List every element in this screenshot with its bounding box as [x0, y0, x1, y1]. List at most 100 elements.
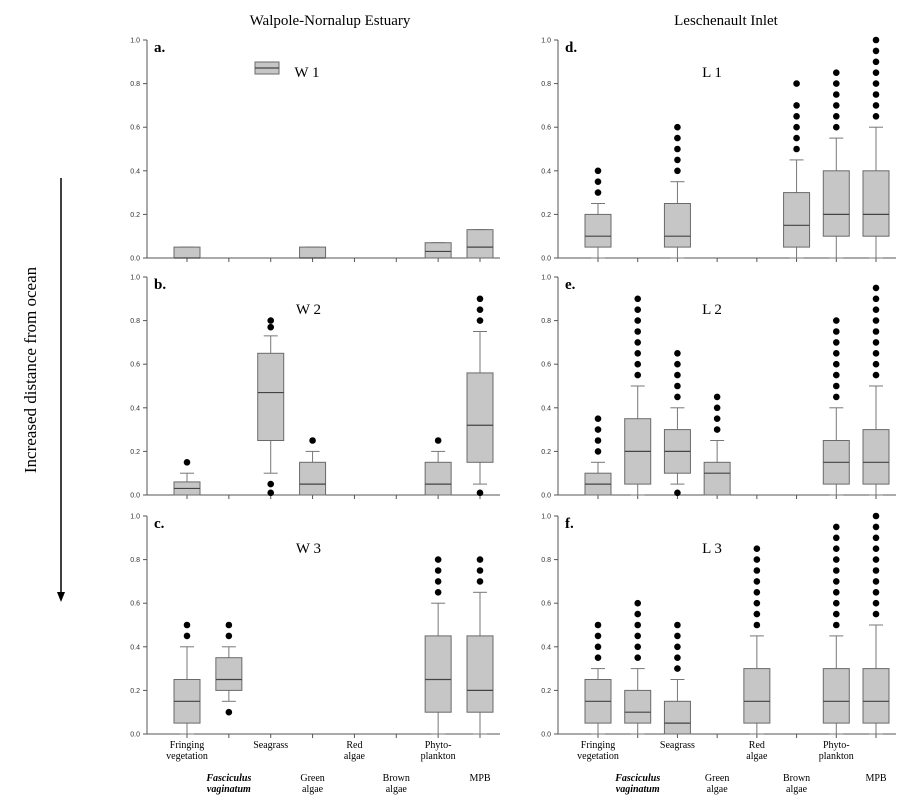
outlier-point	[832, 80, 840, 87]
outlier-point	[753, 610, 761, 618]
x-category-label: vegetation	[577, 751, 619, 762]
box-plot	[257, 317, 285, 497]
outlier-point	[872, 523, 880, 531]
panel-d: 0.0 0.2 0.4 0.6 0.8 1.0 d. L 1	[541, 36, 896, 263]
x-category-label: algae	[746, 751, 768, 762]
outlier-point	[872, 36, 880, 44]
outlier-point	[872, 91, 880, 98]
outlier-point	[267, 480, 275, 488]
outlier-point	[713, 415, 721, 423]
outlier-point	[753, 578, 761, 585]
outlier-point	[793, 102, 800, 109]
outlier-point	[634, 350, 642, 357]
x-category-label: Red	[749, 740, 765, 751]
outlier-point	[225, 708, 233, 716]
outlier-point	[634, 632, 642, 640]
outlier-point	[674, 123, 681, 131]
outlier-point	[832, 599, 840, 607]
outlier-point	[753, 621, 761, 629]
y-tick-label: 0.2	[541, 688, 551, 695]
outlier-point	[832, 393, 840, 401]
panels-group: 0.0 0.2 0.4 0.6 0.8 1.0 a. W 1 0.0 0.2 0.4 0.6 0.8 1.…	[130, 36, 896, 739]
panel-letter: c.	[154, 516, 165, 532]
outlier-point	[634, 654, 642, 661]
box-plot	[466, 556, 494, 735]
y-tick-label: 1.0	[541, 275, 551, 282]
box-iqr	[584, 213, 612, 248]
outlier-point	[872, 58, 880, 66]
outlier-point	[793, 80, 800, 87]
outlier-point	[267, 317, 275, 324]
outlier-point	[634, 317, 642, 324]
outlier-point	[832, 610, 840, 618]
outlier-point	[872, 567, 880, 574]
y-tick-label: 0.8	[541, 318, 551, 325]
panel-c: 0.0 0.2 0.4 0.6 0.8 1.0 c. W 3	[130, 514, 500, 739]
box-plot	[466, 295, 494, 497]
outlier-point	[674, 632, 681, 640]
panel-letter: f.	[565, 516, 574, 532]
x-category-label: vaginatum	[616, 784, 660, 795]
box-iqr	[299, 246, 327, 259]
outlier-point	[872, 284, 880, 292]
outlier-point	[872, 534, 880, 542]
x-category-label: Fringing	[170, 740, 204, 751]
outlier-point	[872, 589, 880, 596]
y-tick-label: 0.6	[130, 362, 140, 369]
x-category-label: Brown	[383, 773, 410, 784]
x-category-label: Phyto-	[425, 740, 452, 751]
x-category-label: Seagrass	[253, 740, 288, 751]
panel-letter: a.	[154, 40, 166, 56]
outlier-point	[832, 123, 840, 131]
outlier-point	[183, 621, 191, 629]
outlier-point	[793, 145, 800, 153]
outlier-point	[872, 317, 880, 324]
outlier-point	[594, 621, 602, 629]
outlier-point	[872, 113, 880, 120]
x-category-label: Phyto-	[823, 740, 850, 751]
y-tick-label: 0.8	[130, 318, 140, 325]
box-plot	[663, 123, 691, 259]
y-tick-label: 0.0	[130, 256, 140, 263]
box-plot	[584, 621, 612, 735]
box-iqr	[424, 635, 452, 713]
outlier-point	[634, 599, 642, 607]
y-tick-label: 1.0	[541, 38, 551, 45]
y-tick-label: 0.0	[130, 732, 140, 739]
outlier-point	[434, 437, 442, 444]
box-iqr	[862, 429, 890, 485]
outlier-point	[634, 610, 642, 618]
site-label: L 3	[702, 541, 722, 557]
outlier-point	[832, 567, 840, 574]
box-plot	[424, 437, 452, 496]
x-category-label: Fasciculus	[614, 773, 660, 784]
outlier-point	[674, 350, 681, 357]
outlier-point	[832, 102, 840, 109]
y-tick-label: 0.4	[130, 644, 140, 651]
outlier-point	[594, 415, 602, 423]
box-iqr	[424, 461, 452, 496]
y-tick-label: 0.8	[541, 81, 551, 88]
y-tick-label: 0.6	[130, 125, 140, 132]
outlier-point	[183, 632, 191, 640]
outlier-point	[594, 189, 602, 196]
box-iqr	[822, 668, 850, 724]
box-iqr	[663, 700, 691, 735]
x-category-label: MPB	[865, 773, 886, 784]
y-tick-label: 1.0	[541, 514, 551, 521]
outlier-point	[225, 621, 233, 629]
outlier-point	[832, 534, 840, 542]
box-iqr	[215, 657, 243, 691]
y-tick-label: 1.0	[130, 514, 140, 521]
outlier-point	[674, 654, 681, 661]
box-plot	[743, 545, 771, 735]
x-category-label: algae	[302, 784, 324, 795]
outlier-point	[674, 382, 681, 390]
box-iqr	[743, 668, 771, 724]
outlier-point	[434, 578, 442, 585]
x-category-label: plankton	[819, 751, 854, 762]
box-plot	[624, 599, 652, 735]
panel-letter: b.	[154, 277, 166, 293]
outlier-point	[434, 567, 442, 574]
